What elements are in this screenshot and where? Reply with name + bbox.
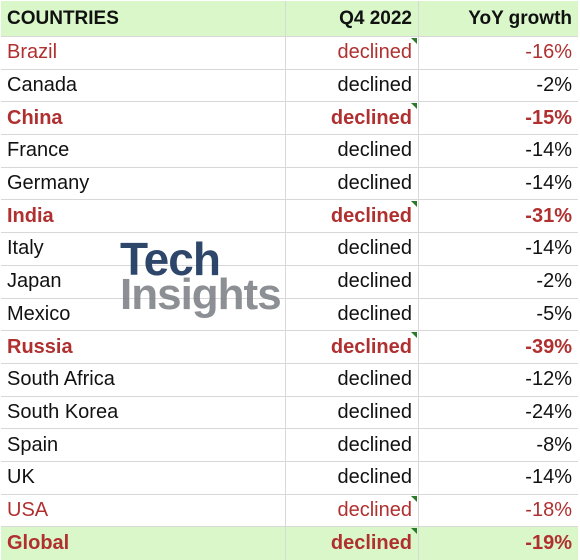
growth-cell: -14%: [525, 466, 572, 489]
growth-cell: -16%: [525, 41, 572, 64]
table-row: France declined -14%: [1, 135, 578, 168]
country-cell: France: [1, 135, 286, 167]
comment-flag-icon: [411, 495, 417, 502]
status-cell: declined: [286, 461, 419, 494]
status-text: declined: [337, 466, 412, 489]
table-row: South Africa declined -12%: [1, 363, 578, 397]
growth-cell: -14%: [525, 237, 572, 260]
country-cell: Mexico: [1, 298, 286, 331]
comment-flag-icon: [411, 201, 417, 208]
growth-cell: -5%: [536, 302, 572, 325]
growth-cell: -31%: [525, 204, 572, 227]
status-cell: declined: [286, 429, 419, 461]
table-row: Japan declined -2%: [1, 265, 578, 299]
status-cell: declined: [286, 200, 419, 233]
table-row: Canada declined -2%: [1, 69, 578, 103]
growth-cell: -39%: [525, 335, 572, 358]
status-cell: declined: [286, 37, 419, 69]
country-cell: India: [1, 200, 286, 233]
status-text: declined: [337, 433, 412, 456]
table-row-global: Global declined -19%: [1, 527, 578, 560]
country-cell: Brazil: [1, 37, 286, 69]
status-text: declined: [337, 139, 412, 162]
status-cell: declined: [286, 363, 419, 396]
growth-cell: -18%: [525, 498, 572, 521]
table-row: UK declined -14%: [1, 461, 578, 495]
header-yoy-growth: YoY growth: [468, 7, 572, 29]
country-cell: Germany: [1, 167, 286, 200]
growth-cell: -2%: [536, 74, 572, 97]
status-text: declined: [337, 172, 412, 195]
status-text: declined: [337, 41, 412, 64]
comment-flag-icon: [411, 528, 417, 535]
table-row: USA declined -18%: [1, 494, 578, 528]
table-header-row: COUNTRIES Q4 2022 YoY growth: [1, 1, 578, 37]
status-cell: declined: [286, 167, 419, 200]
header-countries: COUNTRIES: [1, 1, 286, 36]
country-cell: South Africa: [1, 363, 286, 396]
status-text: declined: [337, 400, 412, 423]
status-cell: declined: [286, 69, 419, 102]
status-cell: declined: [286, 135, 419, 167]
table-row: China declined -15%: [1, 102, 578, 136]
country-cell: South Korea: [1, 396, 286, 429]
status-text: declined: [330, 204, 412, 227]
growth-cell: -24%: [525, 400, 572, 423]
country-cell: China: [1, 102, 286, 135]
status-cell: declined: [286, 102, 419, 135]
country-cell: UK: [1, 461, 286, 494]
table-row: India declined -31%: [1, 200, 578, 234]
growth-cell: -12%: [525, 368, 572, 391]
status-text: declined: [337, 368, 412, 391]
status-text: declined: [330, 335, 412, 358]
country-cell: Italy: [1, 233, 286, 265]
growth-cell: -14%: [525, 172, 572, 195]
table-row: South Korea declined -24%: [1, 396, 578, 430]
comment-flag-icon: [411, 38, 417, 44]
comment-flag-icon: [411, 103, 417, 110]
global-growth: -19%: [525, 532, 572, 555]
status-text: declined: [337, 270, 412, 293]
growth-cell: -8%: [536, 433, 572, 456]
growth-cell: -15%: [525, 106, 572, 129]
status-text: declined: [337, 74, 412, 97]
status-text: declined: [330, 106, 412, 129]
country-cell: Russia: [1, 331, 286, 363]
global-label: Global: [1, 527, 286, 560]
country-cell: Japan: [1, 265, 286, 298]
comment-flag-icon: [411, 332, 417, 339]
table-body: Brazil declined -16% Canada declined -2% China…: [1, 37, 578, 528]
status-cell: declined: [286, 233, 419, 265]
global-status-text: declined: [330, 532, 412, 555]
table-row: Russia declined -39%: [1, 331, 578, 364]
growth-cell: -2%: [536, 270, 572, 293]
header-quarter: Q4 2022: [286, 1, 419, 36]
table-row: Germany declined -14%: [1, 167, 578, 201]
country-cell: USA: [1, 494, 286, 527]
country-cell: Spain: [1, 429, 286, 461]
status-cell: declined: [286, 396, 419, 429]
table-row: Spain declined -8%: [1, 429, 578, 462]
global-status: declined: [286, 527, 419, 560]
country-cell: Canada: [1, 69, 286, 102]
status-cell: declined: [286, 298, 419, 331]
table-row: Mexico declined -5%: [1, 298, 578, 332]
status-cell: declined: [286, 331, 419, 363]
status-text: declined: [337, 302, 412, 325]
status-text: declined: [337, 498, 412, 521]
status-cell: declined: [286, 494, 419, 527]
table-row: Italy declined -14%: [1, 233, 578, 266]
growth-cell: -14%: [525, 139, 572, 162]
status-text: declined: [337, 237, 412, 260]
table-row: Brazil declined -16%: [1, 37, 578, 70]
status-cell: declined: [286, 265, 419, 298]
